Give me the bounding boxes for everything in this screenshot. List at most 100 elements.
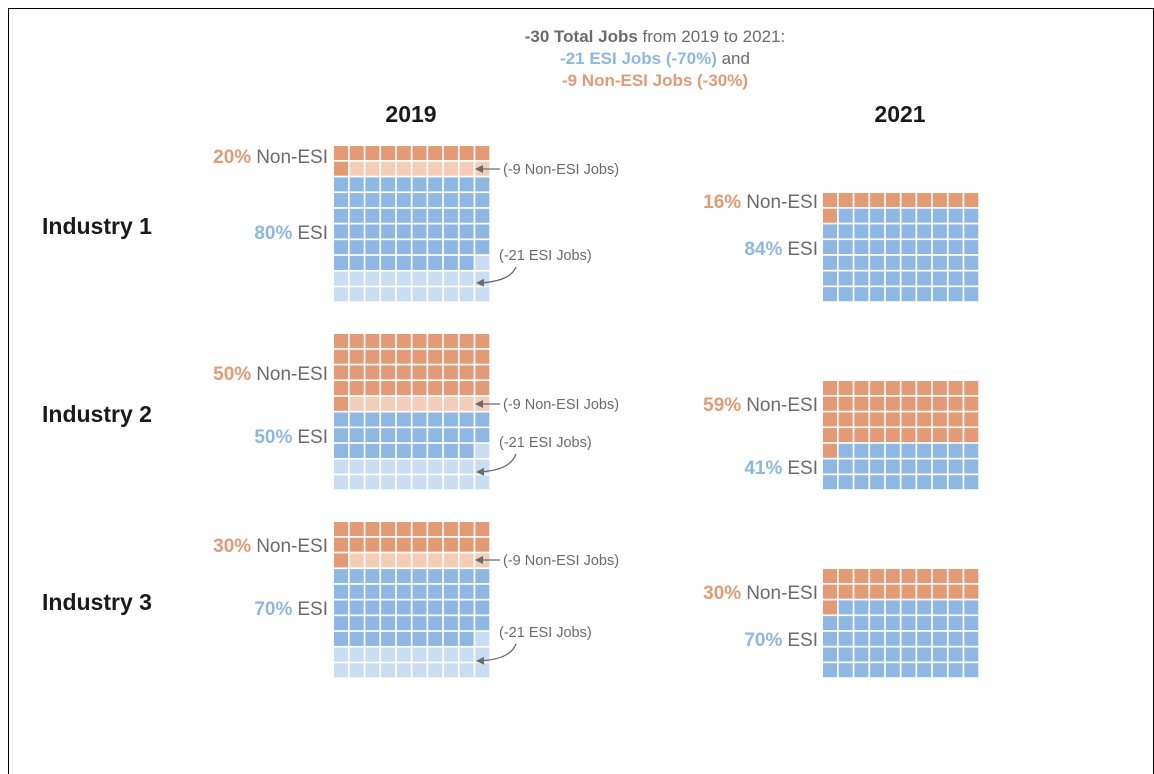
- non-esi-job-square: [870, 584, 885, 599]
- esi-job-square: [838, 443, 853, 458]
- esi-job-square: [334, 271, 348, 286]
- esi-job-square: [838, 271, 853, 286]
- esi-job-square: [396, 208, 411, 223]
- esi-job-square: [334, 443, 348, 458]
- headline-line-1: -30 Total Jobs from 2019 to 2021:: [525, 27, 785, 46]
- industry-2-2019-non-esi-word: Non-ESI: [256, 364, 328, 385]
- non-esi-job-square: [443, 334, 458, 348]
- esi-job-square: [349, 208, 364, 223]
- headline-period: from 2019 to 2021:: [638, 27, 785, 46]
- esi-job-square: [475, 255, 490, 270]
- esi-job-square: [365, 271, 380, 286]
- esi-job-square: [412, 616, 427, 631]
- esi-job-square: [854, 443, 869, 458]
- non-esi-job-square: [901, 584, 916, 599]
- esi-job-square: [932, 600, 947, 615]
- non-esi-job-square: [823, 396, 837, 411]
- esi-job-square: [948, 663, 963, 678]
- esi-job-square: [459, 177, 474, 192]
- esi-job-square: [365, 569, 380, 584]
- non-esi-job-square: [932, 396, 947, 411]
- industry-1-2019-esi-label: 80% ESI: [254, 223, 328, 244]
- industry-3-2021-esi-pct: 70%: [744, 630, 782, 651]
- non-esi-job-square: [349, 365, 364, 380]
- non-esi-job-square: [870, 569, 885, 583]
- esi-job-square: [365, 443, 380, 458]
- non-esi-job-square: [381, 365, 396, 380]
- esi-job-square: [870, 240, 885, 255]
- non-esi-job-square: [412, 349, 427, 364]
- industry-1-2021-waffle: [823, 193, 979, 302]
- industry-3-2021-non-esi-word: Non-ESI: [746, 583, 818, 604]
- esi-job-square: [381, 224, 396, 239]
- non-esi-job-square: [396, 146, 411, 160]
- esi-job-square: [964, 631, 979, 646]
- industry-3-2021-waffle: [823, 569, 979, 678]
- esi-job-square: [334, 255, 348, 270]
- esi-job-square: [443, 412, 458, 427]
- esi-job-square: [901, 616, 916, 631]
- industry-3-2019-waffle: [334, 522, 490, 678]
- esi-job-square: [428, 428, 443, 443]
- non-esi-job-square: [334, 396, 348, 411]
- esi-job-square: [459, 584, 474, 599]
- esi-job-square: [365, 224, 380, 239]
- esi-job-square: [964, 224, 979, 239]
- esi-job-square: [459, 443, 474, 458]
- non-esi-job-square: [475, 349, 490, 364]
- esi-job-square: [917, 255, 932, 270]
- non-esi-job-square: [854, 381, 869, 395]
- non-esi-job-square: [459, 334, 474, 348]
- esi-job-square: [475, 208, 490, 223]
- non-esi-job-square: [870, 381, 885, 395]
- non-esi-job-square: [443, 349, 458, 364]
- esi-job-square: [964, 616, 979, 631]
- esi-job-square: [823, 240, 837, 255]
- industry-2-2021-esi-label: 41% ESI: [744, 458, 818, 479]
- esi-job-square: [459, 240, 474, 255]
- esi-job-square: [838, 663, 853, 678]
- non-esi-job-square: [964, 569, 979, 583]
- esi-job-square: [334, 631, 348, 646]
- industry-3-2021-non-esi-pct: 30%: [703, 583, 741, 604]
- esi-job-square: [901, 208, 916, 223]
- non-esi-job-square: [381, 522, 396, 536]
- non-esi-job-square: [443, 553, 458, 568]
- esi-job-square: [396, 428, 411, 443]
- non-esi-job-square: [396, 522, 411, 536]
- esi-job-square: [475, 569, 490, 584]
- industry-2-label: Industry 2: [42, 401, 152, 427]
- esi-job-square: [349, 255, 364, 270]
- industry-2-esi-lost-arrow: [476, 453, 517, 476]
- non-esi-job-square: [443, 161, 458, 176]
- esi-job-square: [823, 255, 837, 270]
- esi-job-square: [381, 271, 396, 286]
- non-esi-job-square: [412, 522, 427, 536]
- non-esi-job-square: [475, 522, 490, 536]
- esi-job-square: [381, 647, 396, 662]
- esi-job-square: [823, 647, 837, 662]
- esi-job-square: [917, 600, 932, 615]
- esi-job-square: [428, 240, 443, 255]
- industry-3-2019-non-esi-label: 30% Non-ESI: [213, 536, 328, 557]
- esi-job-square: [885, 647, 900, 662]
- esi-job-square: [854, 271, 869, 286]
- esi-job-square: [428, 459, 443, 474]
- esi-job-square: [381, 600, 396, 615]
- non-esi-job-square: [428, 334, 443, 348]
- non-esi-job-square: [823, 208, 837, 223]
- non-esi-job-square: [854, 396, 869, 411]
- non-esi-job-square: [334, 522, 348, 536]
- non-esi-job-square: [823, 584, 837, 599]
- esi-job-square: [334, 412, 348, 427]
- esi-job-square: [838, 240, 853, 255]
- esi-job-square: [823, 287, 837, 302]
- esi-job-square: [885, 475, 900, 490]
- non-esi-job-square: [932, 412, 947, 427]
- esi-job-square: [854, 459, 869, 474]
- non-esi-job-square: [381, 381, 396, 396]
- esi-job-square: [854, 600, 869, 615]
- esi-job-square: [901, 224, 916, 239]
- esi-job-square: [948, 616, 963, 631]
- esi-job-square: [412, 443, 427, 458]
